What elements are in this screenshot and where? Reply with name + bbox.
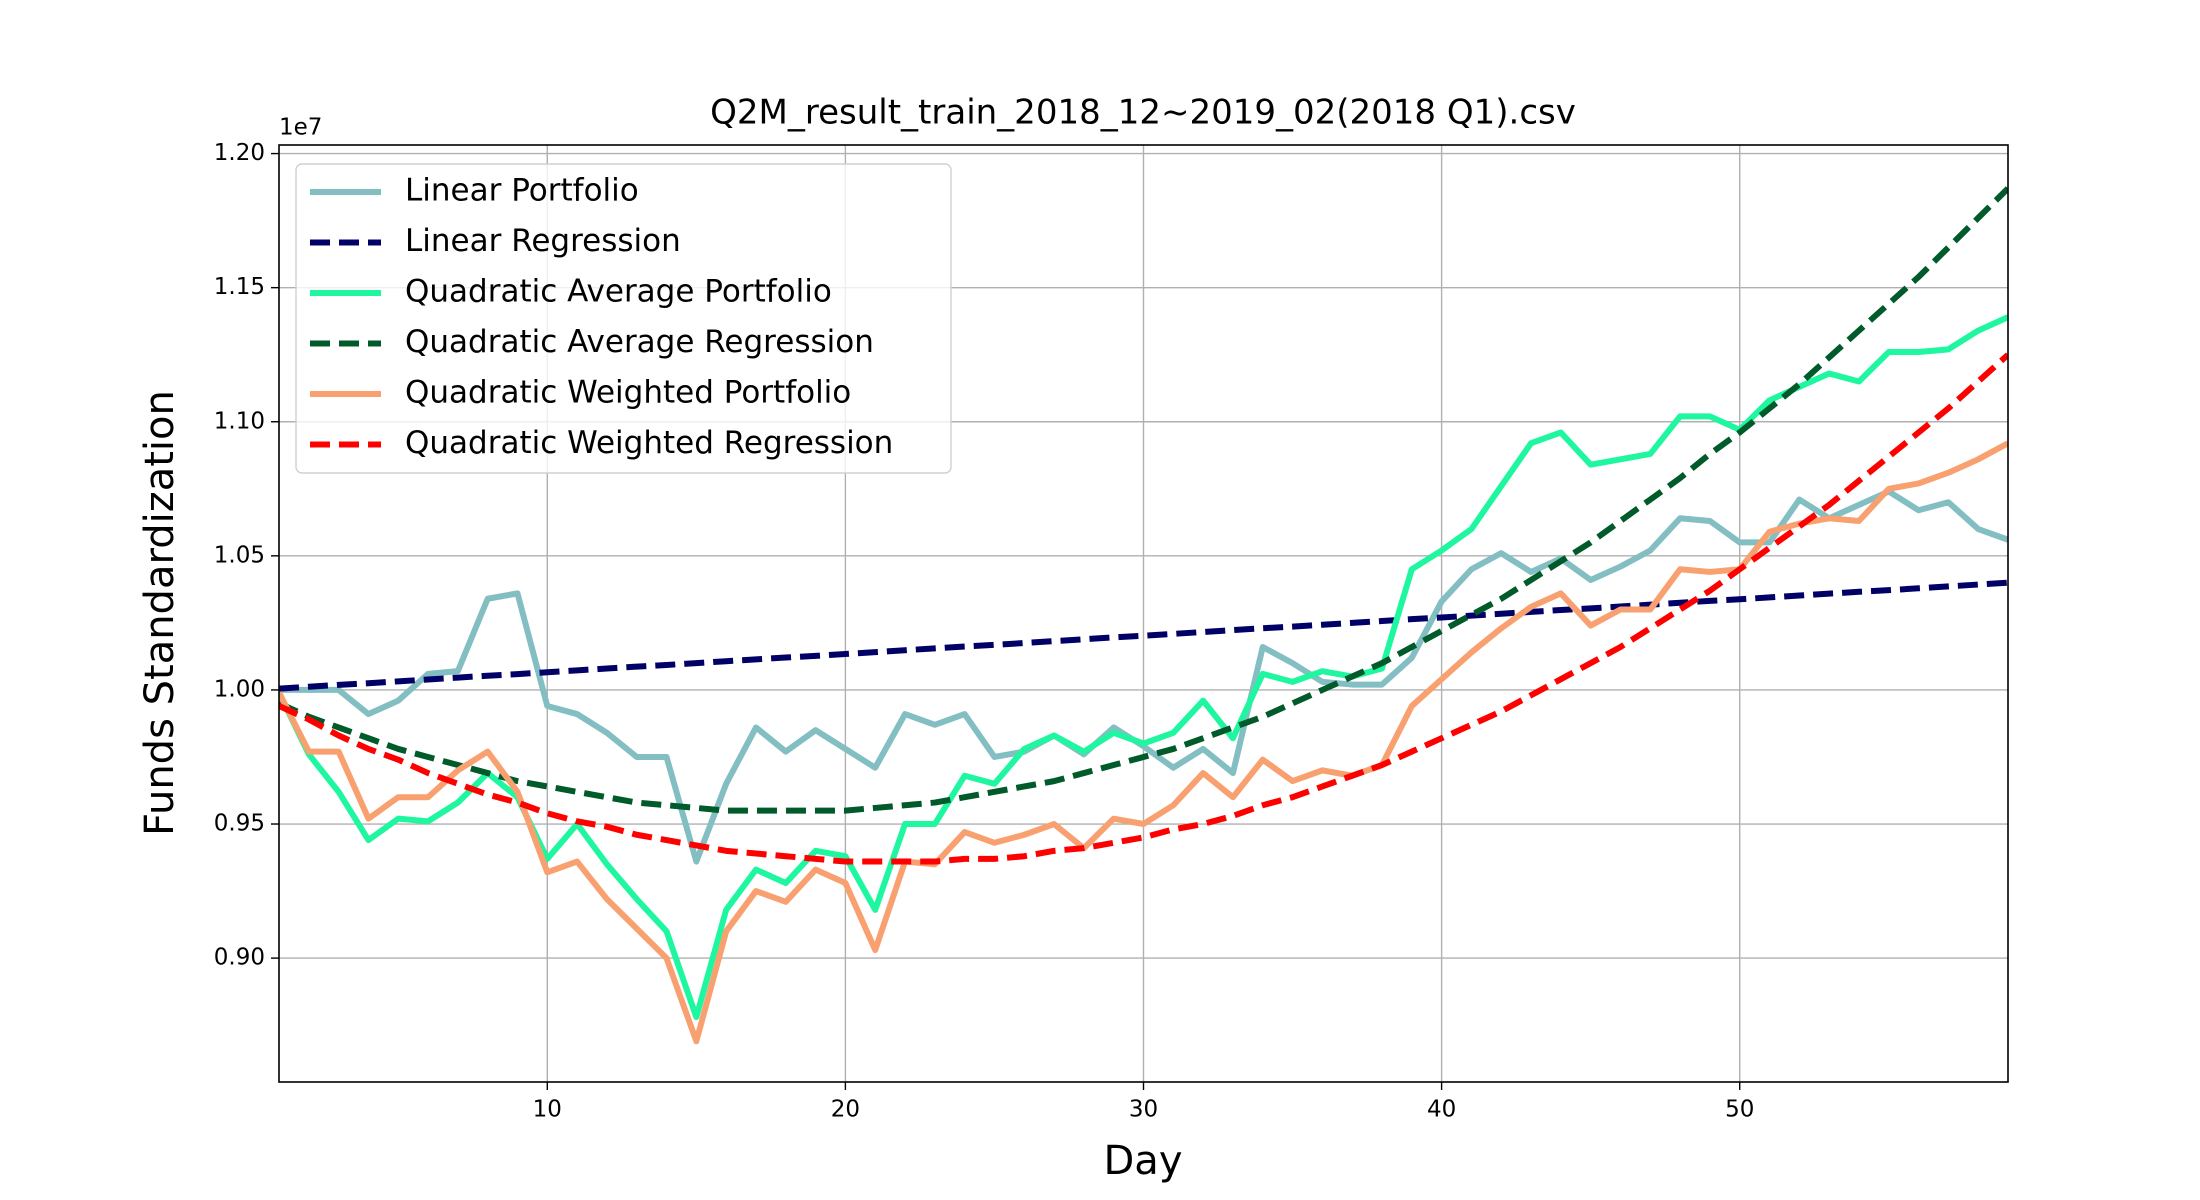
legend-label: Linear Portfolio — [405, 173, 639, 209]
series-line — [279, 186, 2008, 814]
series-line — [279, 314, 2008, 1021]
x-tick-label: 40 — [1427, 1097, 1456, 1123]
plot-lines — [279, 186, 2008, 1045]
series-line — [279, 352, 2008, 865]
legend-label: Quadratic Average Portfolio — [405, 274, 832, 310]
y-axis-label: Funds Standardization — [137, 390, 183, 836]
legend-label: Quadratic Average Regression — [405, 324, 874, 360]
y-tick-label: 1.00 — [214, 676, 265, 702]
y-tick-label: 1.20 — [214, 140, 265, 166]
y-offset-label: 1e7 — [279, 115, 322, 141]
legend-label: Quadratic Weighted Portfolio — [405, 375, 851, 411]
x-tick-label: 20 — [831, 1097, 860, 1123]
x-tick-label: 30 — [1129, 1097, 1158, 1123]
axes: 10 20 30 40 50 0.90 0.95 1.00 1.05 1.10 1.15 1.20 — [214, 140, 1755, 1122]
x-tick-label: 10 — [533, 1097, 562, 1123]
y-tick-label: 1.15 — [214, 274, 265, 300]
legend-label: Quadratic Weighted Regression — [405, 425, 893, 461]
legend: Linear Portfolio Linear Regression Quadrat… — [295, 163, 952, 474]
y-tick-label: 0.95 — [214, 811, 265, 837]
legend-box — [295, 163, 952, 474]
series-line — [279, 440, 2008, 1045]
y-tick-label: 1.05 — [214, 542, 265, 568]
x-tick-label: 50 — [1725, 1097, 1754, 1123]
y-tick-label: 0.90 — [214, 945, 265, 971]
chart-title: Q2M_result_train_2018_12~2019_02(2018 Q1… — [710, 93, 1576, 133]
x-axis-label: Day — [1104, 1138, 1183, 1184]
legend-label: Linear Regression — [405, 223, 681, 259]
y-tick-label: 1.10 — [214, 408, 265, 434]
